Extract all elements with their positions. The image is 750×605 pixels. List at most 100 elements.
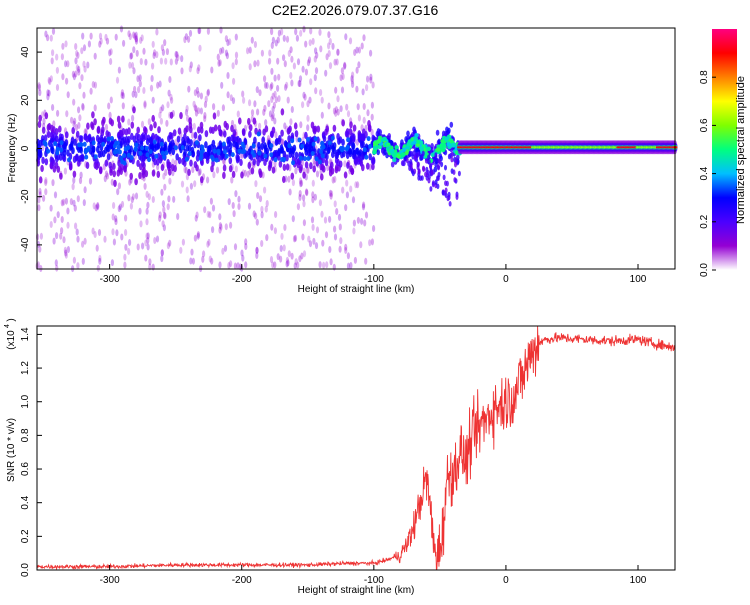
spectrogram-cell xyxy=(304,188,309,196)
spectrogram-y-label: Frequency (Hz) xyxy=(7,114,18,183)
spectrogram-cell xyxy=(276,84,280,92)
spectrogram-cell xyxy=(327,102,331,110)
spectrogram-cell xyxy=(62,149,67,157)
spectrogram-cell xyxy=(365,84,369,92)
spectrogram-cell xyxy=(333,225,337,233)
spectrogram-cell xyxy=(406,142,411,147)
spectrogram-cell xyxy=(122,39,126,47)
spectrogram-cell xyxy=(183,139,187,147)
spectrogram-cell xyxy=(320,173,324,181)
spectrogram-cell xyxy=(332,263,336,271)
spectrogram-cell xyxy=(65,110,69,118)
spectrogram-cell xyxy=(293,122,298,130)
spectrogram-cell xyxy=(322,261,326,269)
spectrogram-cell xyxy=(143,126,147,134)
spectrogram-marks xyxy=(35,25,678,273)
spectrogram-cell xyxy=(221,247,225,255)
snr-y-ticks: 0.0 0.2 0.4 0.6 0.8 1.0 1.2 1.4 xyxy=(20,327,42,577)
colorbar-label: Normalized spectral amplitude xyxy=(735,76,747,224)
spectrogram-cell xyxy=(274,96,278,104)
spectrogram-cell xyxy=(291,179,295,187)
spectrogram-cell xyxy=(341,73,345,80)
spectrogram-cell xyxy=(364,154,369,160)
spectrogram-cell xyxy=(142,87,146,94)
spectrogram-cell xyxy=(96,145,100,154)
spectrogram-cell xyxy=(105,172,109,180)
spectrogram-cell xyxy=(134,31,138,39)
spectrogram-cell xyxy=(98,40,102,48)
spectrogram-cell xyxy=(72,256,76,264)
spectrogram-cell xyxy=(287,250,291,258)
spectrogram-cell xyxy=(49,204,53,212)
spectrogram-cell xyxy=(426,169,430,176)
spectrogram-cell xyxy=(328,189,332,197)
spectrogram-cell xyxy=(341,119,346,127)
spectrogram-cell xyxy=(204,141,208,149)
spectrogram-cell xyxy=(238,117,242,125)
spectrogram-cell xyxy=(91,111,95,119)
spectrogram-cell xyxy=(226,91,230,99)
spectrogram-cell xyxy=(362,201,366,209)
spectrogram-cell xyxy=(306,124,310,132)
spectrogram-cell xyxy=(112,143,117,149)
spectrogram-cell xyxy=(351,71,355,79)
spectrogram-cell xyxy=(405,157,409,164)
spectrogram-cell xyxy=(318,28,322,36)
spectrogram-cell xyxy=(320,153,325,159)
spectrogram-cell xyxy=(92,202,96,210)
spectrogram-cell xyxy=(162,172,166,180)
colorbar-gradient xyxy=(712,29,737,270)
spectrogram-cell xyxy=(197,27,201,35)
spectrogram-cell xyxy=(53,141,58,147)
spectrogram-cell xyxy=(325,261,329,269)
spectrogram-cell xyxy=(309,78,313,86)
spectrogram-cell xyxy=(199,107,203,115)
spectrogram-cell xyxy=(302,200,306,208)
spectrogram-cell xyxy=(248,124,253,132)
spectrogram-cell xyxy=(271,36,275,44)
spectrogram-cell xyxy=(170,96,174,104)
spectrogram-cell xyxy=(146,232,150,240)
spectrogram-cell xyxy=(59,140,64,146)
spectrogram-cell xyxy=(275,137,279,145)
spectrogram-cell xyxy=(73,138,77,146)
spectrogram-cell xyxy=(336,48,340,56)
spectrogram-x-tick-label: 0 xyxy=(503,274,509,285)
spectrogram-cell xyxy=(203,101,208,108)
spectrogram-cell xyxy=(232,129,237,137)
spectrogram-cell xyxy=(160,150,165,156)
spectrogram-cell xyxy=(71,147,75,155)
spectrogram-cell xyxy=(167,135,171,143)
spectrogram-cell xyxy=(155,51,159,59)
spectrogram-cell xyxy=(76,51,80,59)
spectrogram-cell xyxy=(429,163,433,169)
spectrogram-cell xyxy=(390,161,395,168)
spectrogram-cell xyxy=(242,96,246,104)
spectrogram-cell xyxy=(101,141,106,147)
spectrogram-cell xyxy=(107,102,111,110)
spectrogram-cell xyxy=(285,35,290,43)
spectrogram-cell xyxy=(42,194,46,202)
spectrogram-cell xyxy=(230,134,234,142)
spectrogram-cell xyxy=(129,172,133,180)
spectrogram-cell xyxy=(201,255,205,263)
spectrogram-cell xyxy=(320,96,324,104)
spectrogram-cell xyxy=(346,161,350,169)
spectrogram-cell xyxy=(36,261,41,269)
spectrogram-cell xyxy=(282,175,286,184)
spectrogram-cell xyxy=(66,246,70,253)
spectrogram-cell xyxy=(280,129,284,137)
spectrogram-cell xyxy=(419,140,424,145)
spectrogram-cell xyxy=(288,188,292,196)
spectrogram-cell xyxy=(339,237,343,245)
spectrogram-cell xyxy=(275,151,279,159)
spectrogram-cell xyxy=(263,142,267,150)
spectrogram-cell xyxy=(450,168,454,174)
spectrogram-cell xyxy=(334,152,339,160)
spectrogram-cell xyxy=(64,40,68,48)
spectrogram-cell xyxy=(311,196,315,204)
colorbar-tick-label: 0.8 xyxy=(699,70,710,84)
spectrogram-cell xyxy=(153,158,157,166)
spectrogram-cell xyxy=(279,255,283,263)
